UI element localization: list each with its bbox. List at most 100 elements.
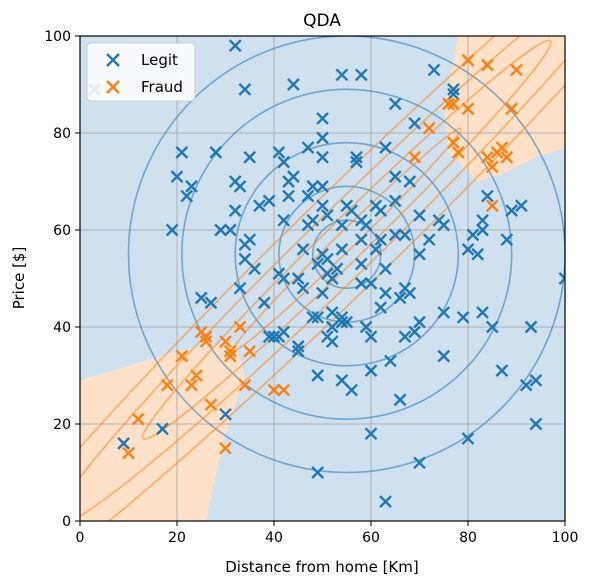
legit-point bbox=[311, 369, 324, 382]
legit-point bbox=[165, 223, 179, 237]
legit-point bbox=[238, 83, 252, 96]
fraud-point bbox=[442, 97, 455, 111]
x-tick-label: 60 bbox=[362, 530, 380, 546]
y-tick-label: 40 bbox=[53, 320, 71, 336]
fraud-point bbox=[224, 344, 237, 358]
legit-point bbox=[437, 218, 451, 232]
fraud-point bbox=[447, 136, 460, 150]
y-tick-label: 0 bbox=[62, 514, 71, 530]
y-tick-label: 80 bbox=[53, 126, 71, 142]
legit-point bbox=[461, 432, 475, 445]
legit-point bbox=[388, 97, 402, 111]
fraud-region-lower-left bbox=[80, 341, 245, 521]
legit-point bbox=[384, 354, 397, 368]
legit-point bbox=[214, 223, 227, 237]
legend-label-fraud: Fraud bbox=[141, 78, 183, 96]
fraud-point bbox=[461, 53, 475, 67]
legit-point bbox=[316, 199, 329, 213]
fraud-point bbox=[451, 146, 465, 159]
legit-point bbox=[287, 170, 300, 183]
fraud-point bbox=[238, 378, 252, 392]
legit-point bbox=[316, 180, 329, 193]
fraud-point bbox=[199, 335, 213, 348]
legit-point bbox=[335, 243, 349, 256]
fraud-point bbox=[160, 378, 174, 392]
legit-point bbox=[359, 218, 373, 232]
x-axis-label: Distance from home [Km] bbox=[225, 558, 418, 576]
y-tick-label: 20 bbox=[53, 417, 71, 433]
legit-point bbox=[311, 466, 324, 479]
legit-point bbox=[364, 427, 378, 441]
legit-point bbox=[282, 189, 295, 203]
x-axis-ticks: 0 20 40 60 80 100 bbox=[76, 521, 579, 546]
fraud-point bbox=[199, 330, 213, 344]
legit-point bbox=[156, 422, 169, 436]
legit-point bbox=[117, 437, 130, 450]
fraud-point bbox=[277, 383, 291, 397]
legit-point bbox=[330, 262, 344, 276]
y-tick-label: 100 bbox=[44, 29, 71, 45]
legit-point bbox=[354, 277, 368, 290]
legit-point bbox=[262, 194, 276, 208]
legit-point bbox=[204, 296, 218, 310]
legit-point bbox=[277, 213, 291, 227]
fraud-point bbox=[175, 349, 189, 363]
legend: Legit Fraud bbox=[86, 42, 196, 102]
legit-point bbox=[374, 301, 388, 314]
legit-point bbox=[321, 252, 334, 266]
legit-point bbox=[243, 150, 257, 164]
x-tick-label: 100 bbox=[552, 530, 579, 546]
fraud-point bbox=[122, 446, 135, 460]
legend-marker-fraud bbox=[106, 80, 120, 94]
legit-points bbox=[88, 39, 565, 508]
fraud-point bbox=[190, 369, 203, 382]
legit-point bbox=[233, 281, 247, 295]
legit-point bbox=[316, 286, 329, 300]
legit-point bbox=[350, 155, 363, 169]
legit-point bbox=[325, 320, 339, 334]
legit-point bbox=[257, 296, 271, 310]
legit-point bbox=[485, 320, 499, 334]
legit-point bbox=[209, 146, 223, 159]
legit-point bbox=[291, 340, 305, 353]
legit-point bbox=[379, 262, 392, 276]
legit-point bbox=[515, 199, 528, 213]
legit-point bbox=[272, 146, 286, 159]
legit-point bbox=[233, 180, 247, 193]
legit-point bbox=[422, 233, 436, 247]
legit-point bbox=[277, 155, 291, 169]
fraud-point bbox=[422, 121, 436, 135]
legit-point bbox=[228, 39, 242, 53]
legit-point bbox=[524, 320, 538, 334]
legend-marker-fraud-x bbox=[106, 80, 120, 94]
fraud-point bbox=[485, 199, 499, 213]
legit-point bbox=[267, 330, 281, 344]
legit-point bbox=[335, 68, 349, 82]
fraud-point bbox=[510, 63, 523, 77]
legend-marker-legit bbox=[106, 53, 120, 67]
legit-point bbox=[364, 330, 378, 344]
legit-point bbox=[388, 228, 402, 242]
legit-point bbox=[447, 87, 460, 101]
legit-point bbox=[529, 374, 543, 387]
legit-point bbox=[476, 223, 489, 237]
chart-title: QDA bbox=[303, 11, 341, 31]
legit-point bbox=[427, 63, 441, 77]
legit-point bbox=[413, 247, 426, 261]
legit-point bbox=[340, 315, 354, 329]
legit-point bbox=[456, 310, 470, 324]
legit-point bbox=[316, 150, 329, 164]
fraud-contour-2 bbox=[141, 39, 552, 440]
legit-point bbox=[461, 243, 475, 256]
legit-point bbox=[325, 306, 339, 319]
legit-point bbox=[291, 272, 305, 285]
legit-point bbox=[321, 209, 334, 222]
legit-contour-4 bbox=[181, 88, 513, 420]
x-tick-label: 80 bbox=[459, 530, 477, 546]
fraud-point bbox=[219, 441, 232, 455]
fraud-point bbox=[408, 150, 421, 164]
legit-point bbox=[447, 83, 460, 96]
y-tick-label: 60 bbox=[53, 223, 71, 239]
legit-point bbox=[243, 233, 257, 247]
